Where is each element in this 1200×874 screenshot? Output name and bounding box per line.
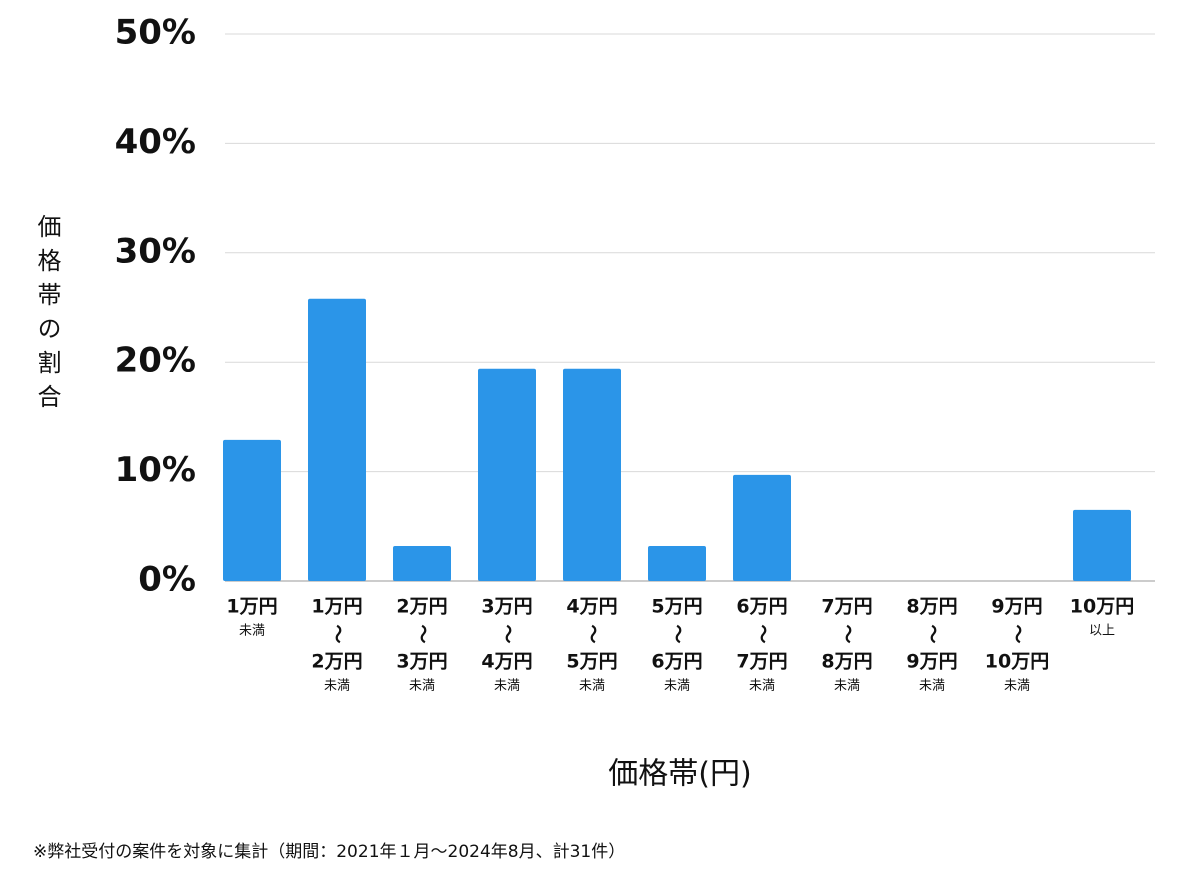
x-tick-label: 7万円 — [736, 651, 787, 673]
x-tick-label: 3万円 — [396, 651, 447, 673]
x-tick-label: 未満 — [919, 679, 945, 694]
x-tick-label: 未満 — [324, 679, 350, 694]
x-tick-label: 未満 — [409, 679, 435, 694]
x-tick-label: 7万円 — [821, 596, 872, 618]
x-axis-title: 価格帯(円) — [608, 757, 751, 792]
x-tick-label: 未満 — [1004, 679, 1030, 694]
x-tick-label: 2万円 — [396, 596, 447, 618]
bar — [1073, 509, 1131, 581]
y-axis-title: 価格帯の割合 — [33, 214, 61, 418]
bar — [648, 545, 706, 581]
x-tick-label: 〜 — [667, 624, 689, 643]
x-tick-label: 6万円 — [651, 651, 702, 673]
bar — [393, 545, 451, 581]
x-tick-label: 10万円 — [985, 651, 1049, 673]
x-tick-label: 〜 — [752, 624, 774, 643]
x-tick-label: 6万円 — [736, 596, 787, 618]
x-tick-label: 9万円 — [991, 596, 1042, 618]
x-tick-label: 未満 — [834, 679, 860, 694]
x-tick-label: 以上 — [1089, 624, 1115, 639]
bar — [563, 368, 621, 581]
bar — [733, 474, 791, 581]
bar — [223, 439, 281, 581]
y-tick-label: 0% — [138, 560, 196, 600]
x-tick-label: 〜 — [327, 624, 349, 643]
x-tick-label: 〜 — [582, 624, 604, 643]
x-tick-label: 〜 — [922, 624, 944, 643]
x-tick-label: 未満 — [239, 624, 265, 639]
x-tick-label: 〜 — [1007, 624, 1029, 643]
x-tick-label: 10万円 — [1070, 596, 1134, 618]
x-tick-label: 未満 — [749, 679, 775, 694]
x-tick-label: 8万円 — [906, 596, 957, 618]
y-tick-label: 40% — [115, 122, 196, 162]
x-tick-label: 1万円 — [226, 596, 277, 618]
x-tick-label: 8万円 — [821, 651, 872, 673]
x-tick-label: 〜 — [497, 624, 519, 643]
x-tick-label: 3万円 — [481, 596, 532, 618]
x-tick-label: 1万円 — [311, 596, 362, 618]
x-tick-label: 4万円 — [566, 596, 617, 618]
x-tick-label: 5万円 — [566, 651, 617, 673]
x-tick-label: 2万円 — [311, 651, 362, 673]
x-tick-label: 4万円 — [481, 651, 532, 673]
x-tick-label: 未満 — [579, 679, 605, 694]
x-tick-label: 9万円 — [906, 651, 957, 673]
bar — [478, 368, 536, 581]
x-tick-label: 未満 — [494, 679, 520, 694]
y-tick-label: 10% — [115, 450, 196, 490]
bar — [308, 298, 366, 581]
y-tick-label: 20% — [115, 341, 196, 381]
y-tick-label: 50% — [115, 13, 196, 53]
x-tick-label: 〜 — [837, 624, 859, 643]
y-tick-label: 30% — [115, 231, 196, 271]
footnote: ※弊社受付の案件を対象に集計（期間：2021年１月〜2024年8月、計31件） — [33, 842, 625, 862]
x-tick-label: 未満 — [664, 679, 690, 694]
x-tick-label: 5万円 — [651, 596, 702, 618]
x-tick-label: 〜 — [412, 624, 434, 643]
